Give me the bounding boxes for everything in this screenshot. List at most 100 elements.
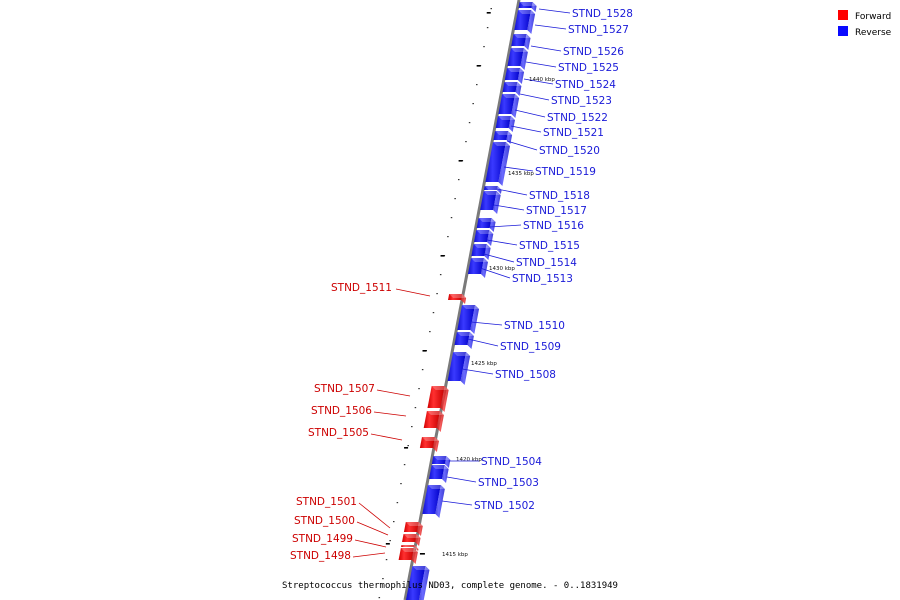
gene-label[interactable]: STND_1521 [543, 127, 604, 139]
major-tick [385, 543, 390, 545]
minor-tick [393, 521, 395, 523]
kbp-label: 1440 kbp [529, 77, 555, 83]
reverse-gene-block[interactable] [504, 68, 525, 84]
gene-label[interactable]: STND_1522 [547, 112, 608, 124]
forward-leader-lines [352, 288, 431, 558]
reverse-gene-block[interactable] [406, 566, 430, 600]
gene-label[interactable]: STND_1513 [512, 273, 573, 285]
minor-tick [457, 179, 460, 181]
forward-gene-block[interactable] [403, 522, 423, 536]
kbp-label: 1435 kbp [508, 171, 534, 177]
reverse-gene-block[interactable] [507, 48, 528, 70]
major-tick [476, 65, 481, 67]
kbp-tick-marks [385, 12, 516, 555]
minor-tick [421, 369, 424, 371]
kbp-label: 1415 kbp [442, 552, 468, 558]
minor-tick [465, 141, 467, 143]
kbp-label: 1420 kbp [456, 457, 482, 463]
gene-label[interactable]: STND_1499 [292, 533, 353, 545]
reverse-gene-block[interactable] [431, 456, 451, 468]
legend-forward-swatch [838, 10, 848, 20]
minor-tick [454, 198, 456, 200]
minor-tick [407, 445, 409, 447]
gene-label[interactable]: STND_1511 [331, 282, 392, 294]
gene-label[interactable]: STND_1506 [311, 405, 372, 417]
gene-label[interactable]: STND_1510 [504, 320, 565, 332]
minor-tick [483, 46, 485, 48]
gene-label[interactable]: STND_1504 [481, 456, 542, 468]
forward-gene-block[interactable] [427, 386, 449, 412]
reverse-gene-block[interactable] [476, 218, 496, 232]
forward-gene-block[interactable] [448, 294, 467, 304]
gene-label[interactable]: STND_1520 [539, 145, 600, 157]
gene-label[interactable]: STND_1507 [314, 383, 375, 395]
minor-tick [447, 236, 449, 238]
legend-reverse-swatch [838, 26, 848, 36]
kbp-label: 1425 kbp [471, 361, 497, 367]
gene-label[interactable]: STND_1527 [568, 24, 629, 36]
gene-label[interactable]: STND_1505 [308, 427, 369, 439]
gene-label[interactable]: STND_1523 [551, 95, 612, 107]
forward-gene-block[interactable] [398, 548, 418, 564]
reverse-gene-block[interactable] [495, 116, 515, 132]
gene-label[interactable]: STND_1498 [290, 550, 351, 562]
legend-reverse-label: Reverse [855, 28, 892, 38]
gene-label[interactable]: STND_1502 [474, 500, 535, 512]
forward-gene-block[interactable] [423, 411, 444, 432]
genome-caption: Streptococcus thermophilus ND03, complet… [282, 581, 618, 591]
reverse-gene-block[interactable] [485, 142, 511, 186]
minor-tick [389, 540, 391, 542]
gene-label[interactable]: STND_1517 [526, 205, 587, 217]
gene-label[interactable]: STND_1524 [555, 79, 616, 91]
minor-tick [439, 274, 442, 276]
reverse-gene-block[interactable] [467, 258, 488, 278]
kbp-label: 1430 kbp [489, 266, 515, 272]
reverse-gene-block[interactable] [422, 485, 445, 518]
reverse-gene-block[interactable] [511, 34, 531, 50]
minor-tick [486, 27, 489, 29]
gene-label[interactable]: STND_1525 [558, 62, 619, 74]
gene-label[interactable]: STND_1516 [523, 220, 584, 232]
reverse-gene-block[interactable] [498, 94, 520, 118]
reverse-gene-block[interactable] [457, 305, 480, 334]
minor-tick [468, 122, 471, 124]
gene-label[interactable]: STND_1515 [519, 240, 580, 252]
minor-tick [382, 578, 384, 580]
reverse-gene-block[interactable] [474, 230, 494, 246]
gene-label[interactable]: STND_1500 [294, 515, 355, 527]
major-tick [404, 447, 409, 449]
reverse-gene-block[interactable] [493, 131, 513, 144]
reverse-gene-block[interactable] [518, 2, 537, 12]
gene-label[interactable]: STND_1526 [563, 46, 624, 58]
gene-label[interactable]: STND_1508 [495, 369, 556, 381]
gene-label[interactable]: STND_1501 [296, 496, 357, 508]
gene-label[interactable]: STND_1503 [478, 477, 539, 489]
gene-label[interactable]: STND_1519 [535, 166, 596, 178]
gene-label[interactable]: STND_1528 [572, 8, 633, 20]
gene-label[interactable]: STND_1509 [500, 341, 561, 353]
reverse-gene-block[interactable] [454, 332, 474, 349]
reverse-gene-block[interactable] [428, 465, 449, 483]
reverse-leader-lines [441, 8, 571, 506]
major-tick [458, 160, 463, 162]
minor-tick [476, 84, 478, 86]
reverse-gene-block[interactable] [514, 10, 536, 34]
minor-tick [414, 407, 417, 409]
major-tick [422, 350, 427, 352]
minor-tick [403, 464, 406, 466]
gene-blocks [398, 2, 537, 600]
gene-label[interactable]: STND_1514 [516, 257, 577, 269]
minor-tick [436, 293, 438, 295]
reverse-gene-block[interactable] [502, 82, 522, 96]
gene-label[interactable]: STND_1518 [529, 190, 590, 202]
minor-tick [378, 597, 381, 599]
forward-gene-block[interactable] [419, 437, 439, 452]
legend-forward-label: Forward [855, 12, 891, 22]
reverse-gene-block[interactable] [447, 352, 471, 385]
minor-tick [450, 217, 453, 219]
forward-gene-block[interactable] [402, 534, 421, 546]
minor-tick [432, 312, 435, 314]
reverse-gene-block[interactable] [471, 244, 491, 260]
reverse-gene-block[interactable] [480, 191, 501, 214]
